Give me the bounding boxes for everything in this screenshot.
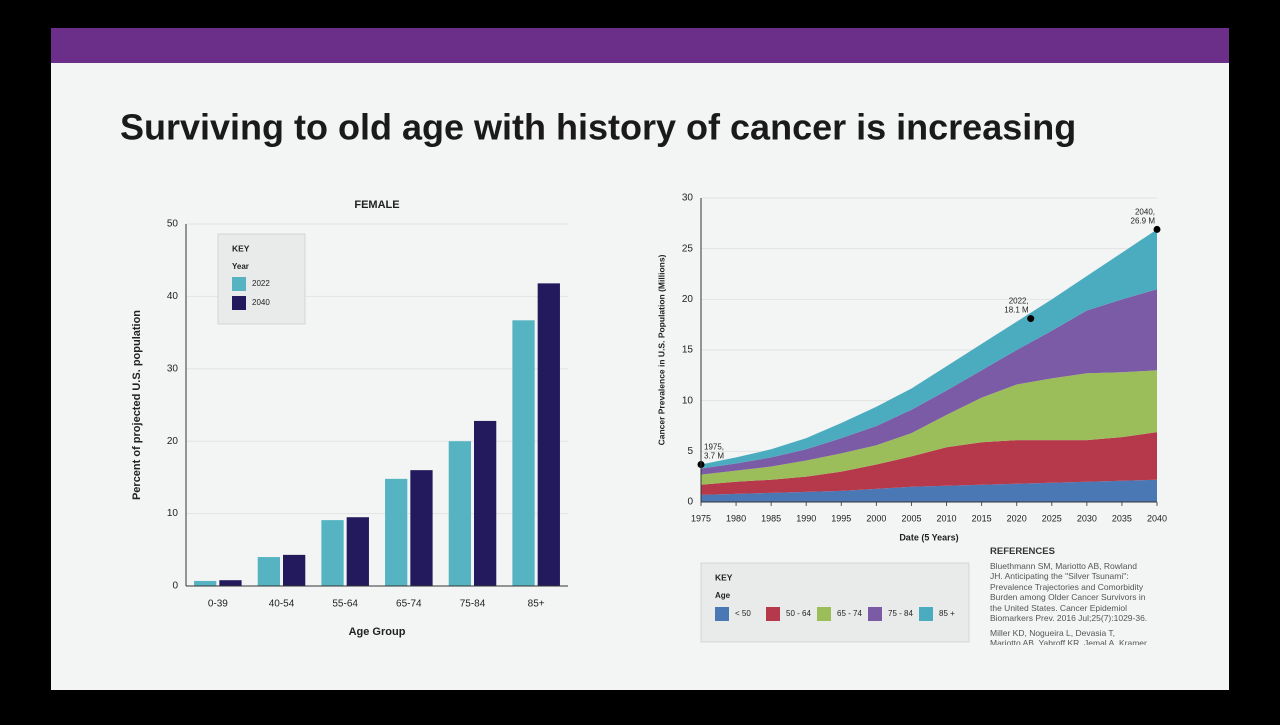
x-tick-label: 2040 <box>1147 513 1167 523</box>
legend-swatch <box>919 607 933 621</box>
y-tick-label: 30 <box>167 363 179 374</box>
legend-label: 85 + <box>939 609 955 618</box>
legend-label: 2022 <box>252 279 270 288</box>
legend-box <box>700 562 970 643</box>
area <box>701 432 1157 495</box>
reference: Miller KD, Nogueira L, Devasia T, Mariot… <box>990 627 1147 646</box>
bar <box>219 580 242 586</box>
legend-swatch <box>766 607 780 621</box>
annotation-label: 18.1 M <box>1004 306 1029 315</box>
x-tick-label: 2015 <box>972 513 992 523</box>
header-bar <box>51 28 1229 63</box>
annotation-dot <box>1153 225 1161 233</box>
bar <box>257 557 280 586</box>
legend-subtitle: Age <box>715 591 731 600</box>
x-tick-label: 85+ <box>528 599 545 610</box>
x-tick-label: 2030 <box>1077 513 1097 523</box>
x-tick-label: 2025 <box>1042 513 1062 523</box>
bar <box>474 420 497 586</box>
y-tick-label: 5 <box>687 446 693 457</box>
y-tick-label: 10 <box>167 508 179 519</box>
annotation-label: 26.9 M <box>1131 217 1156 226</box>
legend-swatch <box>868 607 882 621</box>
y-tick-label: 40 <box>167 291 179 302</box>
references-title: REFERENCES <box>990 547 1055 557</box>
annotation-label: 1975, <box>704 443 724 452</box>
y-axis-label: Percent of projected U.S. population <box>131 310 143 500</box>
legend-swatch <box>715 607 729 621</box>
bar <box>283 554 306 586</box>
x-tick-label: 2035 <box>1112 513 1132 523</box>
x-tick-label: 1980 <box>726 513 746 523</box>
y-tick-label: 50 <box>167 219 179 230</box>
legend-swatch <box>232 277 246 291</box>
y-axis-label: Cancer Prevalence in U.S. Population (Mi… <box>656 254 666 445</box>
y-tick-label: 0 <box>687 497 693 508</box>
legend-label: 65 - 74 <box>837 609 862 618</box>
x-tick-label: 2000 <box>866 513 886 523</box>
x-tick-label: 1975 <box>691 513 711 523</box>
x-tick-label: 1985 <box>761 513 781 523</box>
annotation-label: 2040, <box>1135 208 1155 217</box>
y-tick-label: 20 <box>682 294 694 305</box>
reference: Bluethmann SM, Mariotto AB, Rowland JH. … <box>990 560 1148 624</box>
legend-subtitle: Year <box>232 262 249 271</box>
chart-title: FEMALE <box>354 199 399 211</box>
legend-swatch <box>232 296 246 310</box>
area <box>701 289 1157 475</box>
x-tick-label: 0-39 <box>208 599 228 610</box>
x-tick-label: 55-64 <box>332 599 358 610</box>
y-tick-label: 0 <box>172 581 178 592</box>
x-tick-label: 1990 <box>796 513 816 523</box>
annotation-dot <box>1027 315 1035 323</box>
bar <box>537 283 560 586</box>
legend-title: KEY <box>715 572 733 582</box>
x-tick-label: 1995 <box>831 513 851 523</box>
y-tick-label: 25 <box>682 243 694 254</box>
y-tick-label: 30 <box>682 193 694 204</box>
bar <box>385 478 408 586</box>
bar <box>321 520 344 586</box>
bar <box>512 320 535 586</box>
x-tick-label: 65-74 <box>396 599 422 610</box>
annotation-label: 3.7 M <box>704 452 724 461</box>
y-tick-label: 10 <box>682 395 694 406</box>
legend-label: 50 - 64 <box>786 609 811 618</box>
legend-swatch <box>817 607 831 621</box>
bar <box>448 441 471 586</box>
legend-label: 75 - 84 <box>888 609 913 618</box>
y-tick-label: 15 <box>682 345 694 356</box>
slide-title: Surviving to old age with history of can… <box>120 107 1076 148</box>
area <box>701 370 1157 485</box>
legend-title: KEY <box>232 243 250 253</box>
bar <box>410 470 433 586</box>
x-axis-label: Age Group <box>349 626 406 638</box>
bar <box>194 580 217 586</box>
legend-label: < 50 <box>735 609 751 618</box>
references: REFERENCES Bluethmann SM, Mariotto AB, R… <box>990 547 1148 645</box>
area <box>701 479 1157 502</box>
x-tick-label: 2005 <box>901 513 921 523</box>
y-tick-label: 20 <box>167 436 179 447</box>
bar <box>346 517 369 586</box>
x-tick-label: 75-84 <box>460 599 486 610</box>
x-tick-label: 40-54 <box>269 599 295 610</box>
annotation-label: 2022, <box>1009 297 1029 306</box>
x-axis-label: Date (5 Years) <box>899 532 958 542</box>
x-tick-label: 2010 <box>937 513 957 523</box>
x-tick-label: 2020 <box>1007 513 1027 523</box>
legend-label: 2040 <box>252 298 270 307</box>
